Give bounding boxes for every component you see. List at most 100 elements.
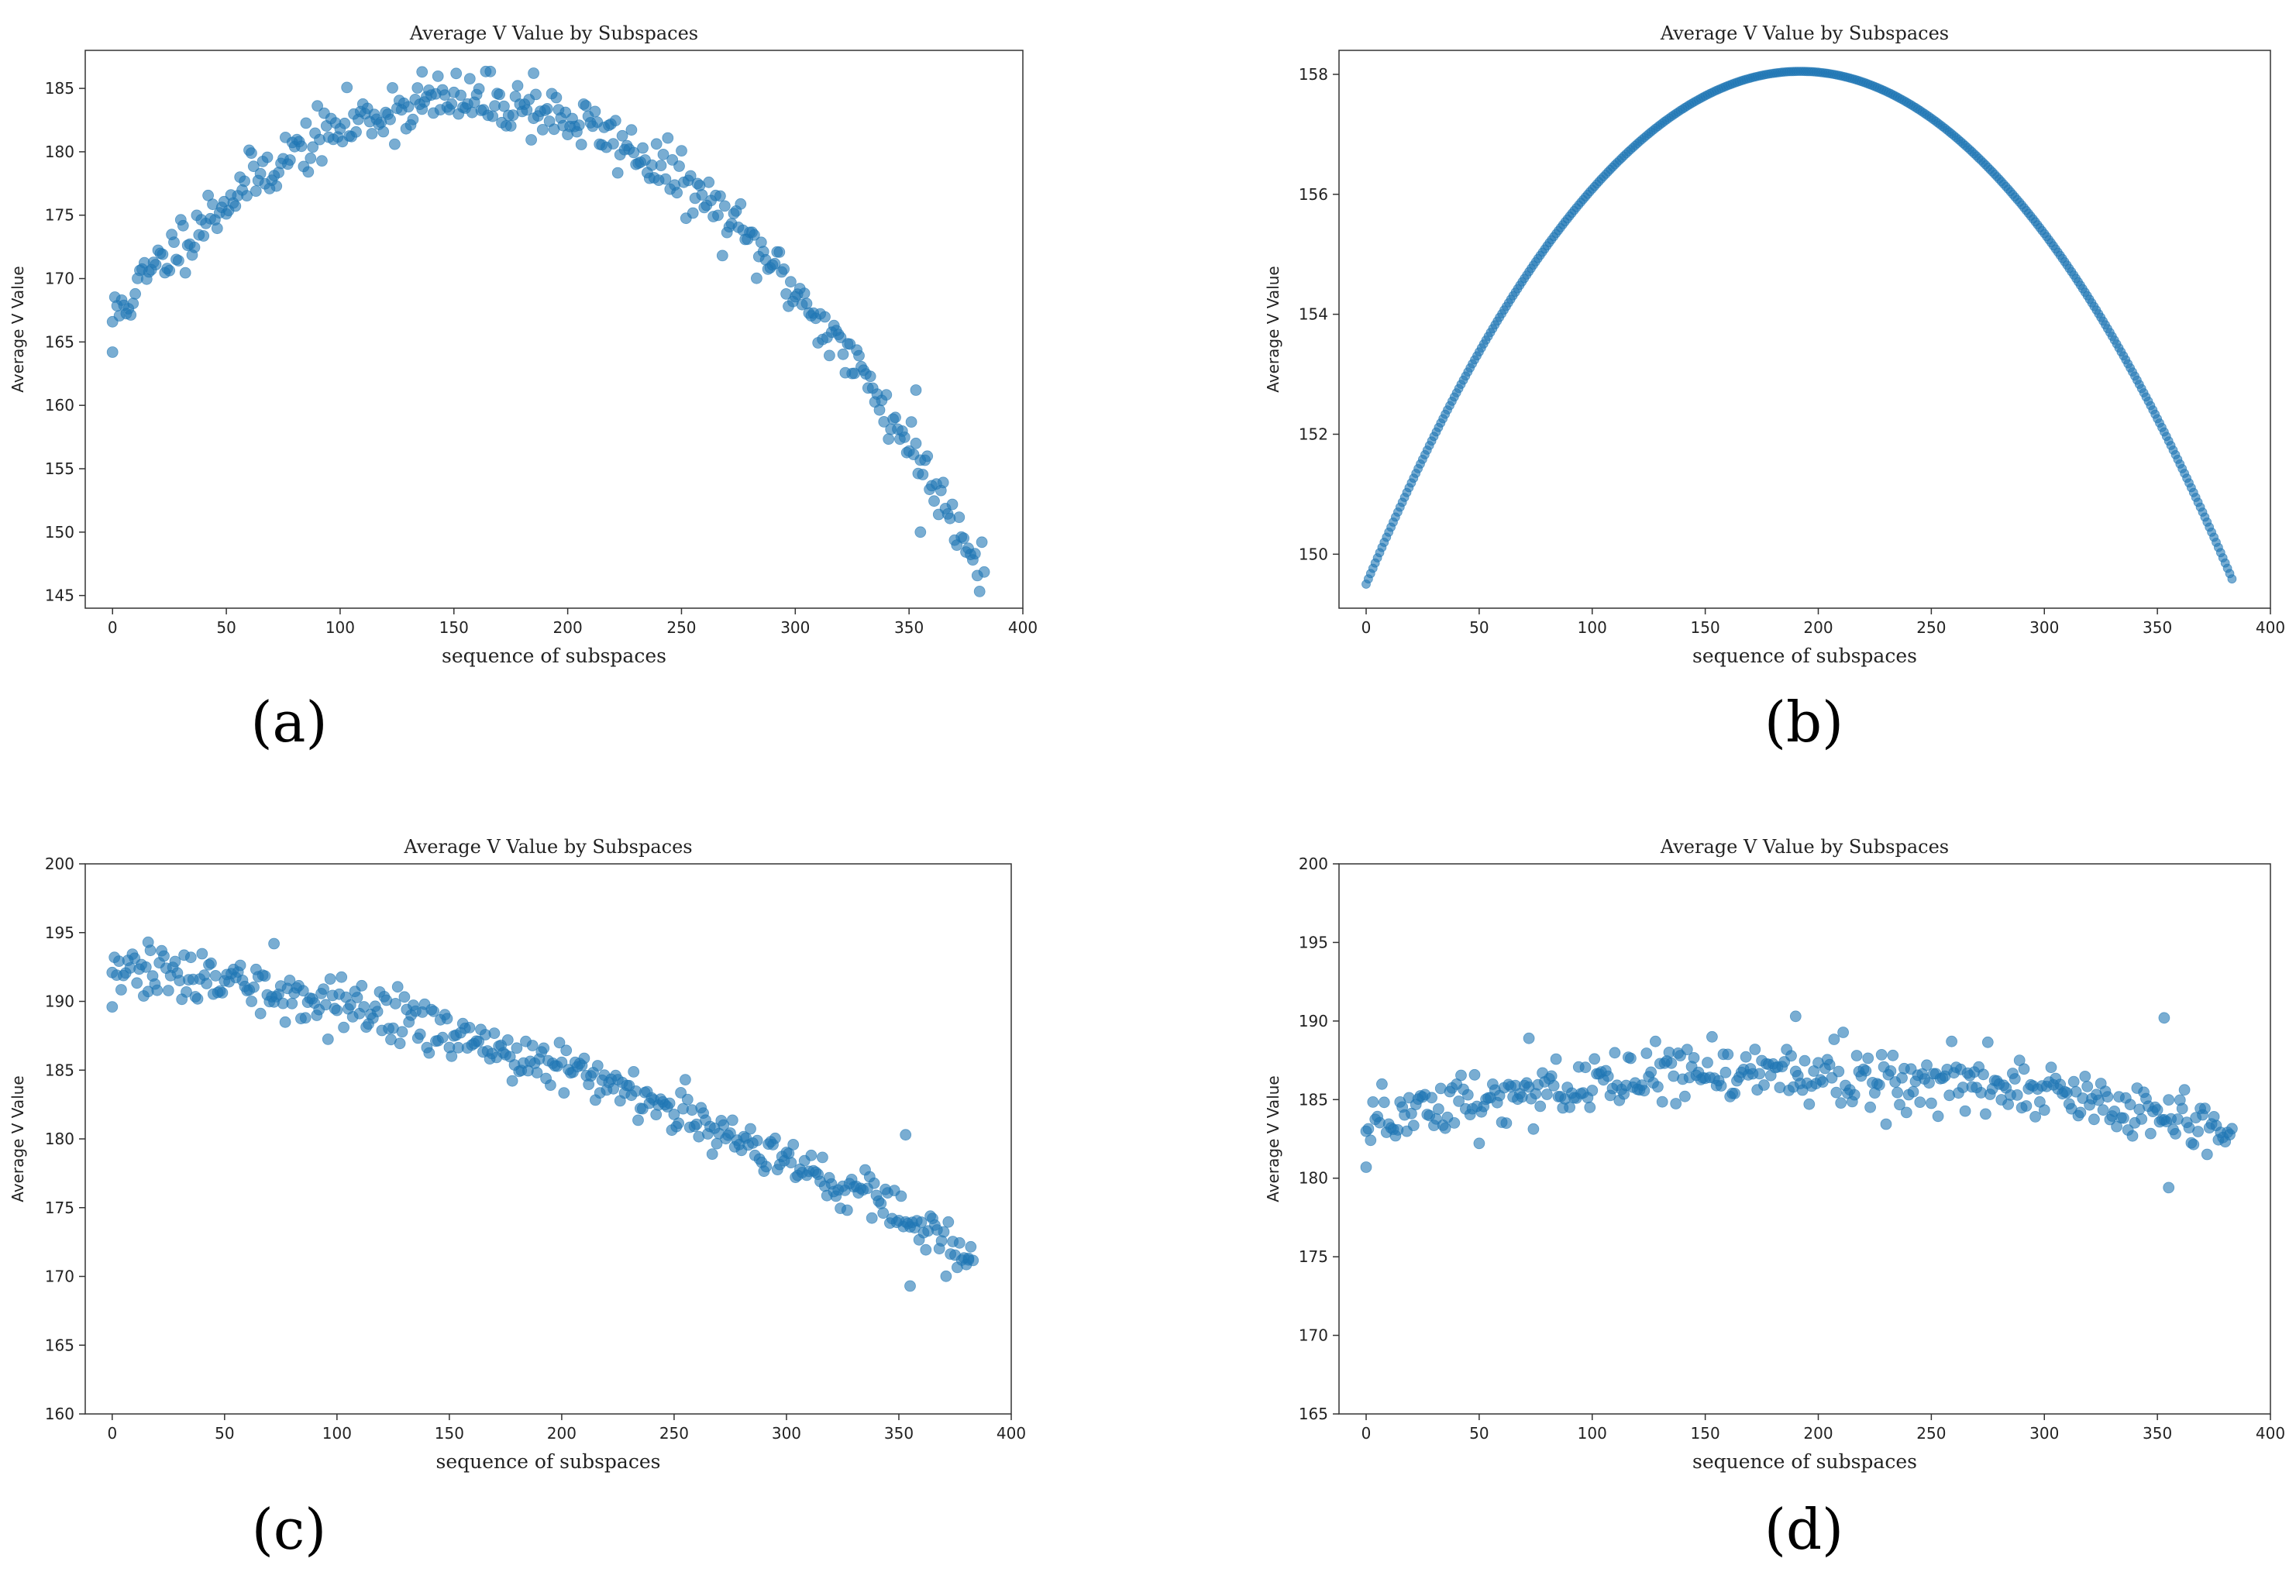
data-point <box>718 1119 730 1131</box>
data-point <box>676 145 687 157</box>
data-point <box>1624 1052 1637 1065</box>
data-point <box>958 532 969 545</box>
data-point <box>2118 1112 2129 1124</box>
data-point <box>589 105 601 118</box>
data-point <box>1715 1080 1727 1092</box>
x-tick-label: 100 <box>1578 1424 1607 1443</box>
data-point <box>1837 1027 1849 1038</box>
data-point <box>338 1021 350 1034</box>
data-point <box>484 65 497 77</box>
data-point <box>1758 1079 1770 1091</box>
data-point <box>1914 1096 1926 1109</box>
data-point <box>377 126 390 138</box>
data-point <box>268 937 281 950</box>
data-point <box>168 236 180 249</box>
data-point <box>504 120 517 132</box>
x-tick-label: 400 <box>1008 618 1038 637</box>
data-point <box>302 166 315 178</box>
data-point <box>1670 1098 1682 1109</box>
data-point <box>883 433 895 445</box>
data-point <box>976 536 988 549</box>
data-point <box>411 82 424 94</box>
data-point <box>1534 1100 1547 1113</box>
data-point <box>388 138 401 150</box>
data-point <box>591 1060 604 1071</box>
y-tick-label: 152 <box>1299 425 1328 443</box>
data-point <box>671 187 683 199</box>
data-point <box>396 1026 408 1038</box>
data-point <box>1545 1070 1558 1082</box>
data-point <box>125 309 137 321</box>
data-point <box>300 117 312 129</box>
data-point <box>305 152 317 164</box>
data-point <box>1665 1057 1678 1069</box>
data-point <box>696 189 708 201</box>
data-point <box>1946 1035 1957 1047</box>
data-point <box>324 973 336 985</box>
x-tick-label: 300 <box>2029 1424 2059 1443</box>
data-point <box>2136 1113 2148 1125</box>
data-point <box>1850 1050 1863 1061</box>
data-point <box>1448 1116 1461 1129</box>
data-point <box>609 115 621 127</box>
data-point <box>1638 1085 1651 1097</box>
data-point <box>910 437 922 449</box>
x-tick-label: 50 <box>1469 618 1489 637</box>
data-point <box>2097 1104 2109 1116</box>
data-point <box>1702 1057 1713 1068</box>
data-point <box>1609 1047 1621 1059</box>
data-point <box>714 190 726 202</box>
data-point <box>196 948 208 960</box>
data-point <box>2067 1075 2080 1088</box>
x-tick-label: 100 <box>322 1424 352 1443</box>
data-point <box>1981 1036 1994 1048</box>
data-point <box>2145 1127 2157 1140</box>
data-point <box>904 1280 916 1292</box>
y-axis-label: Average V Value <box>9 266 27 392</box>
y-tick-label: 165 <box>45 332 74 351</box>
data-point <box>1367 1096 1379 1108</box>
data-point <box>928 495 940 507</box>
y-tick-label: 200 <box>45 855 74 873</box>
data-point <box>560 1044 573 1057</box>
figure-label-a: (a) <box>250 690 328 755</box>
data-point <box>1875 1048 1888 1061</box>
data-point <box>556 1056 568 1068</box>
data-point <box>751 272 762 284</box>
data-point <box>2018 1063 2030 1075</box>
y-tick-label: 195 <box>1299 933 1328 951</box>
x-tick-label: 250 <box>666 618 696 637</box>
y-tick-label: 190 <box>45 992 74 1011</box>
data-point <box>295 140 308 153</box>
data-point <box>550 91 563 104</box>
data-point <box>234 959 246 972</box>
data-point <box>384 113 396 126</box>
data-point <box>1864 1101 1876 1113</box>
scatter-chart-a: Average V Value by Subspaces 0 50 100 150 200… <box>9 22 1038 667</box>
data-point <box>681 1093 694 1106</box>
data-point <box>2178 1084 2191 1096</box>
data-point <box>164 264 176 277</box>
data-point <box>1892 1086 1903 1099</box>
figure-label-d: (d) <box>1764 1497 1844 1562</box>
data-point <box>506 1075 518 1087</box>
data-point <box>787 1138 800 1151</box>
data-point <box>1835 1097 1847 1109</box>
x-tick-label: 200 <box>547 1424 577 1443</box>
data-point <box>211 222 223 235</box>
data-point <box>773 246 786 258</box>
data-point <box>351 992 363 1003</box>
data-series <box>1361 67 2237 589</box>
data-point <box>142 936 154 948</box>
data-point <box>1523 1032 1535 1044</box>
data-point <box>450 67 463 80</box>
data-point <box>184 951 197 964</box>
data-point <box>673 1117 685 1130</box>
data-point <box>106 1001 119 1013</box>
y-axis-label: Average V Value <box>9 1075 27 1202</box>
x-tick-label: 300 <box>780 618 810 637</box>
data-point <box>2088 1113 2100 1126</box>
data-point <box>1584 1101 1596 1113</box>
data-point <box>940 1270 952 1282</box>
x-tick-label: 150 <box>435 1424 464 1443</box>
